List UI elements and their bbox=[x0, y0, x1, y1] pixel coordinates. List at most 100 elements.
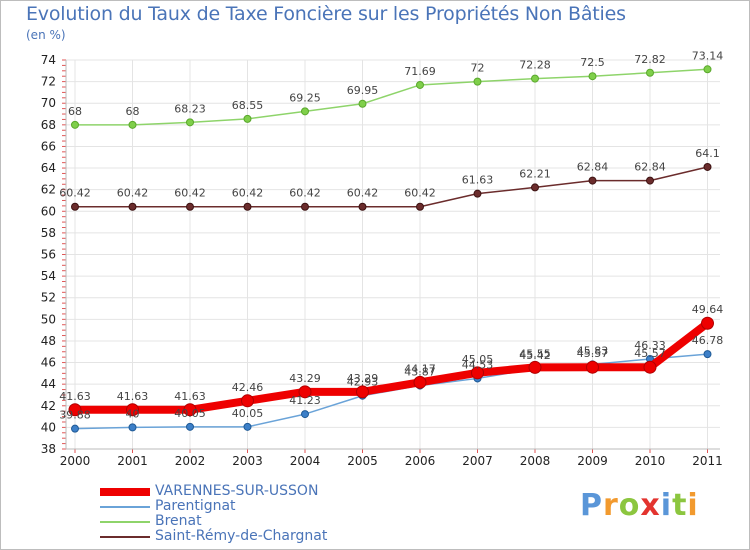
data-label-parentignat: 40.05 bbox=[174, 407, 206, 420]
data-point-parentignat bbox=[703, 350, 712, 359]
y-tick-label: 58 bbox=[41, 226, 56, 240]
x-tick-label: 2005 bbox=[347, 454, 378, 468]
data-point-varennes-sur-usson bbox=[298, 385, 312, 399]
data-label-varennes-sur-usson: 43.29 bbox=[289, 372, 321, 385]
series-brenat bbox=[71, 65, 712, 129]
series-line-varennes-sur-usson bbox=[71, 319, 712, 414]
legend-swatch bbox=[100, 536, 150, 538]
data-label-parentignat: 46.78 bbox=[692, 334, 724, 347]
data-label-varennes-sur-usson: 45.57 bbox=[577, 347, 609, 360]
chart-series bbox=[68, 65, 714, 433]
data-label-brenat: 71.69 bbox=[404, 65, 436, 78]
data-point-saint-r-my-de-chargnat bbox=[473, 189, 482, 198]
legend-label: Saint-Rémy-de-Chargnat bbox=[155, 528, 328, 544]
legend-swatch bbox=[100, 521, 150, 523]
data-point-saint-r-my-de-chargnat bbox=[358, 202, 367, 211]
series-line-saint-r-my-de-chargnat bbox=[74, 166, 709, 208]
data-label-parentignat: 40.05 bbox=[232, 407, 264, 420]
data-point-varennes-sur-usson bbox=[183, 403, 197, 417]
x-tick-label: 2008 bbox=[520, 454, 551, 468]
data-point-brenat bbox=[71, 120, 79, 129]
logo-letter: t bbox=[672, 488, 688, 523]
data-point-brenat bbox=[128, 120, 137, 129]
x-tick-label: 2002 bbox=[175, 454, 206, 468]
data-label-varennes-sur-usson: 43.29 bbox=[347, 372, 379, 385]
x-tick-label: 2003 bbox=[232, 454, 263, 468]
data-point-parentignat bbox=[186, 422, 194, 431]
legend-swatch bbox=[100, 506, 150, 508]
data-label-brenat: 72.5 bbox=[580, 56, 605, 69]
legend-swatch bbox=[100, 488, 150, 496]
y-tick-label: 60 bbox=[41, 204, 56, 218]
data-point-saint-r-my-de-chargnat bbox=[588, 176, 597, 185]
data-point-parentignat bbox=[243, 422, 252, 431]
proxiti-logo: Proxiti bbox=[580, 488, 699, 523]
data-point-saint-r-my-de-chargnat bbox=[531, 183, 539, 192]
data-point-brenat bbox=[531, 74, 539, 83]
data-label-parentignat: 44.53 bbox=[462, 358, 494, 371]
y-tick-label: 64 bbox=[41, 161, 56, 175]
legend-label: VARENNES-SUR-USSON bbox=[155, 483, 319, 499]
data-label-varennes-sur-usson: 42.46 bbox=[232, 381, 264, 394]
data-label-brenat: 68.55 bbox=[232, 99, 264, 112]
data-point-brenat bbox=[243, 114, 252, 123]
data-label-saint-r-my-de-chargnat: 60.42 bbox=[404, 187, 436, 200]
data-label-saint-r-my-de-chargnat: 64.1 bbox=[695, 147, 720, 160]
data-label-parentignat: 42.93 bbox=[347, 376, 379, 389]
data-label-saint-r-my-de-chargnat: 60.42 bbox=[232, 187, 264, 200]
data-point-parentignat bbox=[71, 424, 79, 433]
data-label-brenat: 72 bbox=[471, 62, 485, 75]
y-tick-label: 56 bbox=[41, 248, 56, 262]
data-point-varennes-sur-usson bbox=[68, 403, 82, 417]
data-point-brenat bbox=[473, 77, 482, 86]
y-tick-label: 70 bbox=[41, 96, 56, 110]
x-tick-label: 2009 bbox=[577, 454, 608, 468]
logo-letter: P bbox=[580, 488, 603, 523]
data-label-parentignat: 43.87 bbox=[404, 366, 436, 379]
data-label-parentignat: 45.83 bbox=[577, 344, 609, 357]
data-point-saint-r-my-de-chargnat bbox=[71, 202, 79, 211]
data-point-saint-r-my-de-chargnat bbox=[186, 202, 194, 211]
y-tick-label: 72 bbox=[41, 75, 56, 89]
chart-subtitle: (en %) bbox=[26, 28, 66, 42]
y-tick-label: 74 bbox=[41, 53, 56, 67]
data-point-varennes-sur-usson bbox=[356, 385, 369, 399]
y-tick-label: 54 bbox=[41, 269, 56, 283]
data-label-varennes-sur-usson: 41.63 bbox=[59, 390, 91, 403]
data-label-brenat: 68 bbox=[126, 105, 140, 118]
logo-letter: i bbox=[687, 488, 699, 523]
x-tick-label: 2001 bbox=[117, 454, 148, 468]
y-tick-label: 66 bbox=[41, 139, 56, 153]
series-line-brenat bbox=[74, 68, 709, 126]
data-point-saint-r-my-de-chargnat bbox=[301, 202, 309, 211]
data-point-saint-r-my-de-chargnat bbox=[416, 202, 424, 211]
y-tick-label: 68 bbox=[41, 118, 56, 132]
data-label-saint-r-my-de-chargnat: 60.42 bbox=[347, 187, 379, 200]
data-label-varennes-sur-usson: 45.05 bbox=[462, 353, 494, 366]
x-tick-label: 2011 bbox=[692, 454, 723, 468]
data-label-saint-r-my-de-chargnat: 60.42 bbox=[174, 187, 206, 200]
data-point-varennes-sur-usson bbox=[471, 366, 484, 380]
data-label-brenat: 72.82 bbox=[634, 53, 666, 66]
y-tick-label: 46 bbox=[41, 356, 56, 370]
data-label-saint-r-my-de-chargnat: 62.84 bbox=[577, 161, 609, 174]
data-label-saint-r-my-de-chargnat: 60.42 bbox=[59, 187, 91, 200]
data-point-saint-r-my-de-chargnat bbox=[703, 162, 712, 171]
data-label-saint-r-my-de-chargnat: 62.21 bbox=[519, 167, 551, 180]
data-label-saint-r-my-de-chargnat: 61.63 bbox=[462, 174, 494, 187]
chart-axes: 38 40 42 44 46 48 50 52 54 56 58 60 62 64 66 68 70 72 74 20… bbox=[41, 53, 723, 468]
x-tick-label: 2000 bbox=[60, 454, 91, 468]
data-point-brenat bbox=[646, 68, 654, 77]
chart-data-labels: 60.42 60.42 60.42 60.42 60.42 60.42 60.42 61.63… bbox=[59, 49, 723, 421]
data-point-varennes-sur-usson bbox=[413, 375, 427, 389]
data-label-saint-r-my-de-chargnat: 62.84 bbox=[634, 161, 666, 174]
data-point-parentignat bbox=[301, 410, 309, 419]
y-tick-label: 48 bbox=[41, 334, 56, 348]
x-tick-label: 2004 bbox=[290, 454, 321, 468]
data-label-brenat: 68.23 bbox=[174, 102, 206, 115]
y-tick-label: 40 bbox=[41, 420, 56, 434]
data-label-varennes-sur-usson: 41.63 bbox=[117, 390, 149, 403]
data-label-varennes-sur-usson: 41.63 bbox=[174, 390, 206, 403]
data-label-varennes-sur-usson: 49.64 bbox=[692, 303, 724, 316]
data-point-saint-r-my-de-chargnat bbox=[646, 176, 654, 185]
